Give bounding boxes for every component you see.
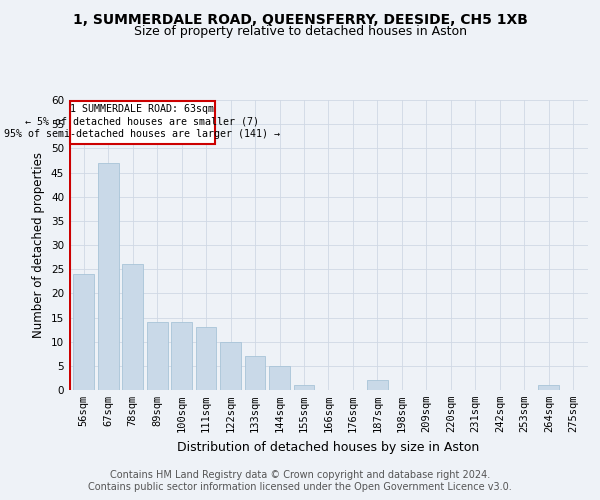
Bar [538,385,559,390]
Bar [367,380,388,390]
Bar [293,385,314,390]
Text: 1, SUMMERDALE ROAD, QUEENSFERRY, DEESIDE, CH5 1XB: 1, SUMMERDALE ROAD, QUEENSFERRY, DEESIDE… [73,12,527,26]
Bar [73,274,94,390]
Y-axis label: Number of detached properties: Number of detached properties [32,152,46,338]
X-axis label: Distribution of detached houses by size in Aston: Distribution of detached houses by size … [178,440,479,454]
Bar [245,356,265,390]
Bar [269,366,290,390]
Bar [98,163,119,390]
Text: ← 5% of detached houses are smaller (7): ← 5% of detached houses are smaller (7) [25,116,259,126]
Text: Size of property relative to detached houses in Aston: Size of property relative to detached ho… [133,25,467,38]
Bar [220,342,241,390]
Bar [196,327,217,390]
Bar [171,322,192,390]
Bar [122,264,143,390]
Text: 1 SUMMERDALE ROAD: 63sqm: 1 SUMMERDALE ROAD: 63sqm [70,104,214,114]
Bar [147,322,167,390]
Text: Contains HM Land Registry data © Crown copyright and database right 2024.: Contains HM Land Registry data © Crown c… [110,470,490,480]
Bar [70,101,215,144]
Text: Contains public sector information licensed under the Open Government Licence v3: Contains public sector information licen… [88,482,512,492]
Text: 95% of semi-detached houses are larger (141) →: 95% of semi-detached houses are larger (… [4,129,280,139]
